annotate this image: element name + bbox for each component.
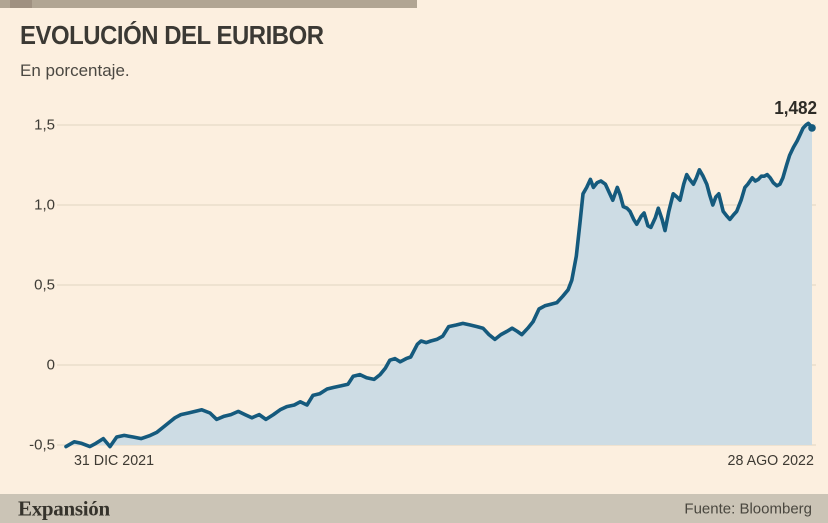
y-axis-tick-label: 0,5 xyxy=(34,276,55,294)
area-fill xyxy=(66,123,812,446)
top-rule-accent xyxy=(10,0,32,8)
last-value-label: 1,482 xyxy=(774,98,817,118)
chart-subtitle: En porcentaje. xyxy=(20,61,130,80)
x-axis-start-label: 31 DIC 2021 xyxy=(74,452,155,469)
footer-bar: Expansión Fuente: Bloomberg xyxy=(0,494,828,523)
top-rule-bar xyxy=(0,0,417,8)
x-axis-end-label: 28 AGO 2022 xyxy=(727,452,814,469)
y-axis-tick-label: 1,0 xyxy=(34,196,55,214)
y-axis-tick-label: 1,5 xyxy=(34,116,55,134)
euribor-line xyxy=(64,121,814,449)
y-axis-tick-label: -0,5 xyxy=(29,436,55,454)
publication-logo: Expansión xyxy=(18,496,110,520)
chart-title: EVOLUCIÓN DEL EURIBOR xyxy=(20,20,324,50)
source-credit: Fuente: Bloomberg xyxy=(684,500,812,517)
end-point-marker xyxy=(808,124,816,132)
y-axis-tick-label: 0 xyxy=(46,356,55,374)
